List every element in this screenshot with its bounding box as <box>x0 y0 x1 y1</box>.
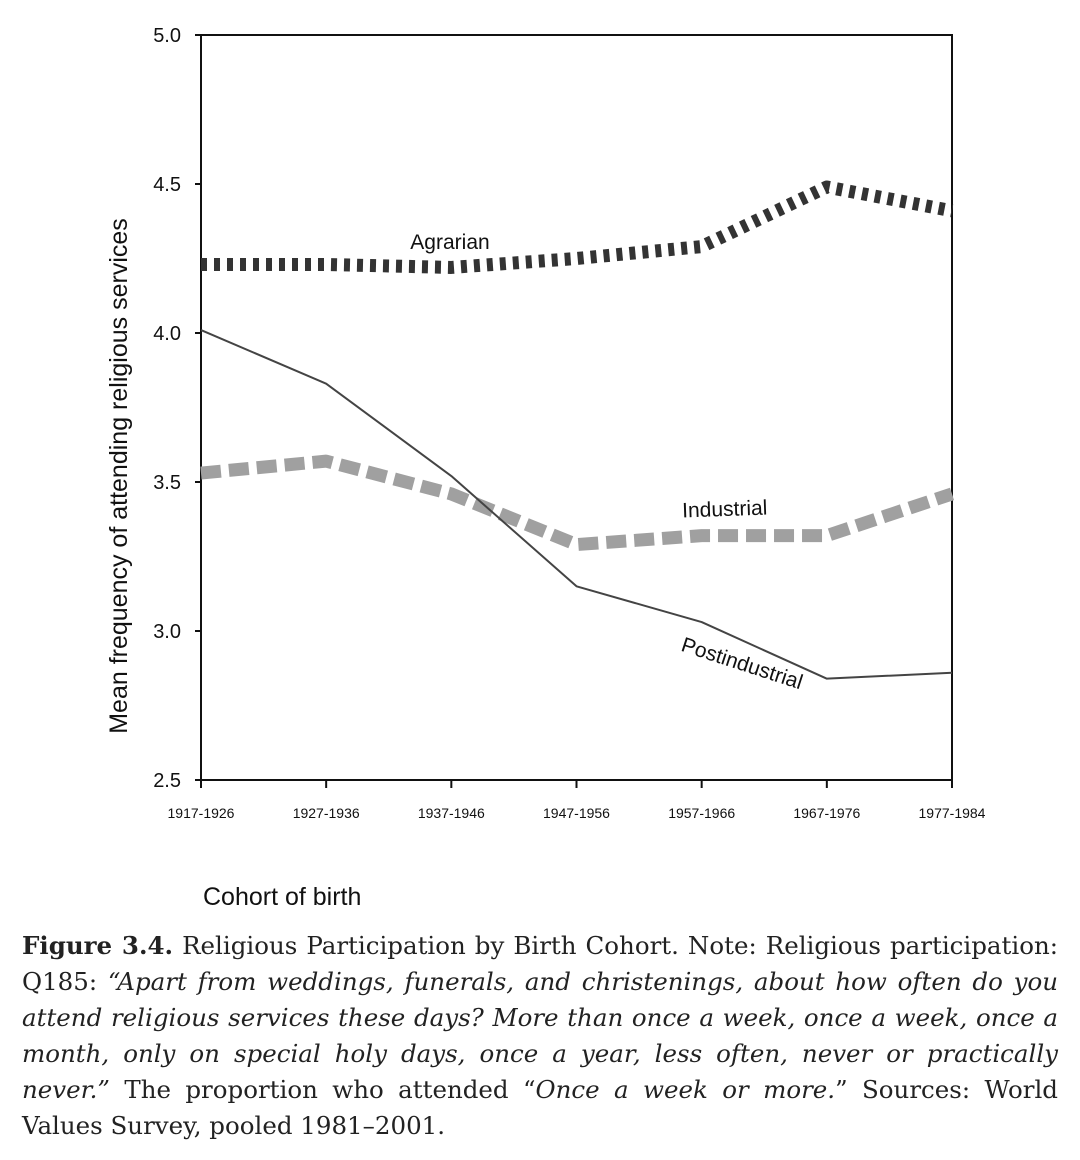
y-tick-label: 4.5 <box>153 174 181 196</box>
x-tick-label: 1977-1984 <box>919 805 986 821</box>
caption-sources: ” Sources: World Values Survey, pooled 1… <box>22 1075 1058 1140</box>
series-label-industrial: Industrial <box>682 497 768 523</box>
y-tick-label: 5.0 <box>153 25 181 47</box>
caption-title: Religious Participation by Birth Cohort.… <box>22 931 1058 996</box>
answer-quote: Once a week or more. <box>535 1075 836 1104</box>
series-line-industrial <box>200 454 955 552</box>
x-axis-label: Cohort of birth <box>203 883 361 911</box>
figure-label: Figure 3.4. <box>22 931 174 960</box>
series-line-postindustrial <box>200 329 953 680</box>
series-layer <box>200 180 955 680</box>
x-tick-label: 1937-1946 <box>418 805 485 821</box>
x-tick-label: 1967-1976 <box>793 805 860 821</box>
y-tick-label: 3.5 <box>153 472 181 494</box>
series-labels: Agrarian Industrial Postindustrial <box>410 231 805 694</box>
plot-frame <box>200 34 953 781</box>
y-tick-label: 3.0 <box>153 621 181 643</box>
survey-question: “Apart from weddings, funerals, and chri… <box>22 967 1058 1104</box>
line-chart: 2.5 3.0 3.5 4.0 4.5 5.0 1917-1926 1927-1936 1937… <box>105 25 986 911</box>
y-tick-label: 4.0 <box>153 323 181 345</box>
x-tick-label: 1927-1936 <box>293 805 360 821</box>
series-label-agrarian: Agrarian <box>410 231 489 254</box>
x-tick-label: 1947-1956 <box>543 805 610 821</box>
series-line-agrarian <box>201 180 954 274</box>
caption-mid: The proportion who attended “ <box>109 1075 536 1104</box>
x-tick-label: 1917-1926 <box>168 805 235 821</box>
y-tick-label: 2.5 <box>153 770 181 792</box>
series-label-postindustrial: Postindustrial <box>679 633 806 694</box>
figure-caption: Figure 3.4. Religious Participation by B… <box>22 928 1058 1144</box>
x-tick-label: 1957-1966 <box>668 805 735 821</box>
chart-axes: 2.5 3.0 3.5 4.0 4.5 5.0 1917-1926 1927-1936 1937… <box>153 25 986 821</box>
y-axis-label: Mean frequency of attending religious se… <box>105 218 133 734</box>
